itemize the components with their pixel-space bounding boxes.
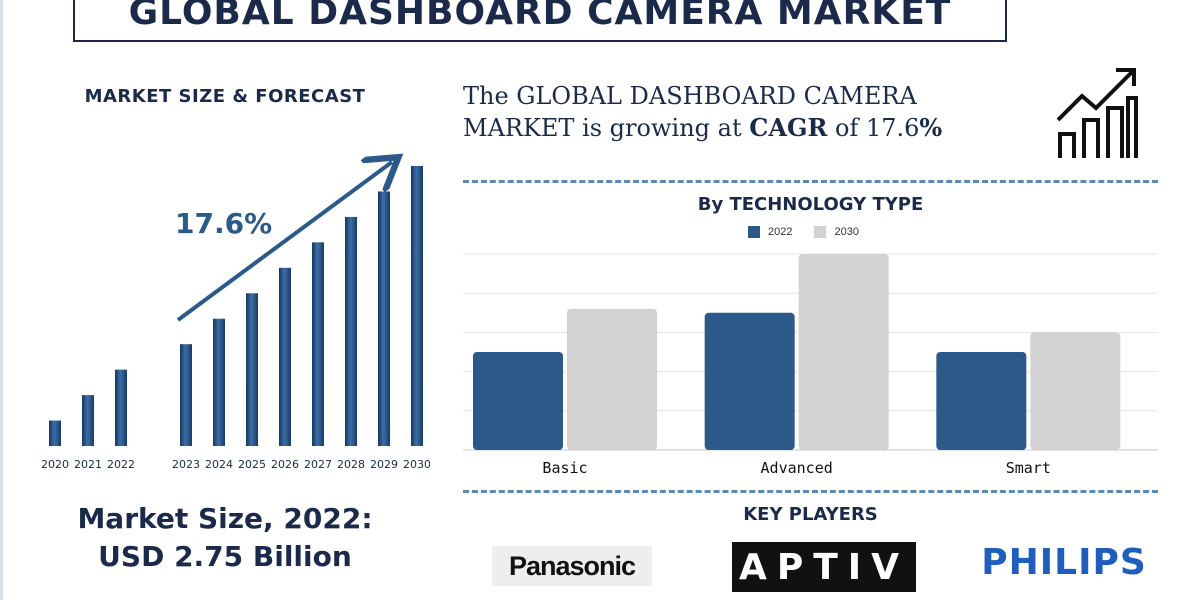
tech-tick-advanced: Advanced <box>761 459 833 477</box>
forecast-bar-2020 <box>49 420 61 446</box>
growth-text-cagr: CAGR <box>749 113 828 142</box>
growth-text-pct: % <box>919 113 943 142</box>
aptiv-logo: APTIV <box>732 542 916 592</box>
tech-bar-basic-2022 <box>473 352 563 450</box>
tech-bar-smart-2022 <box>936 352 1027 450</box>
forecast-tick-2021: 2021 <box>74 458 102 471</box>
technology-heading: By TECHNOLOGY TYPE <box>697 194 924 215</box>
forecast-tick-2027: 2027 <box>304 458 332 471</box>
forecast-tick-2026: 2026 <box>271 458 299 471</box>
page-title: GLOBAL DASHBOARD CAMERA MARKET <box>128 0 952 33</box>
tech-bar-advanced-2022 <box>704 312 795 450</box>
panasonic-logo: Panasonic <box>492 546 652 586</box>
section-divider <box>463 180 1158 183</box>
forecast-bar-2026 <box>279 267 291 446</box>
tech-bar-smart-2030 <box>1030 332 1121 450</box>
market-size-summary: Market Size, 2022: USD 2.75 Billion <box>25 500 425 576</box>
market-size-heading: MARKET SIZE & FORECAST <box>84 86 366 107</box>
legend-item-2030: 2030 <box>814 226 859 238</box>
forecast-tick-2030: 2030 <box>403 458 430 471</box>
growth-statement: The GLOBAL DASHBOARD CAMERA MARKET is gr… <box>463 80 1023 144</box>
technology-bar-chart: Basic Advanced Smart <box>463 253 1158 477</box>
forecast-bar-chart: 2020 2021 2022 2023 2024 2025 2026 2027 2028 2029… <box>41 150 430 471</box>
forecast-tick-2023: 2023 <box>172 458 200 471</box>
tech-bar-basic-2030 <box>567 308 657 450</box>
growth-text-part2: of 17.6 <box>827 114 920 142</box>
forecast-bar-2022 <box>115 369 127 446</box>
legend-label-2030: 2030 <box>834 226 859 238</box>
cagr-annotation: 17.6% <box>175 207 272 240</box>
forecast-tick-2020: 2020 <box>41 458 69 471</box>
left-edge-rule <box>0 0 3 600</box>
market-size-line2: USD 2.75 Billion <box>98 540 352 573</box>
section-divider-2 <box>463 490 1158 493</box>
title-banner: GLOBAL DASHBOARD CAMERA MARKET <box>73 0 1007 42</box>
forecast-tick-2022: 2022 <box>107 458 135 471</box>
legend-label-2022: 2022 <box>768 226 793 238</box>
forecast-tick-2024: 2024 <box>205 458 233 471</box>
forecast-bar-2029 <box>378 191 390 446</box>
legend-swatch-2022 <box>748 226 760 238</box>
forecast-bar-2024 <box>213 318 225 446</box>
forecast-bar-2021 <box>82 395 94 446</box>
forecast-bar-2023 <box>180 344 192 446</box>
forecast-tick-2025: 2025 <box>238 458 266 471</box>
philips-logo: PHILIPS <box>981 541 1147 583</box>
forecast-bar-2027 <box>312 242 324 446</box>
growth-text-part1: The GLOBAL DASHBOARD CAMERA MARKET is gr… <box>463 82 917 142</box>
forecast-bar-2025 <box>246 293 258 446</box>
legend-swatch-2030 <box>814 226 827 238</box>
key-players-heading: KEY PLAYERS <box>743 504 878 525</box>
forecast-bar-2030 <box>411 166 423 446</box>
chart-legend: 2022 2030 <box>748 226 881 238</box>
tech-tick-smart: Smart <box>1006 459 1051 477</box>
growth-chart-icon <box>1056 68 1138 158</box>
forecast-bar-2028 <box>345 216 357 446</box>
tech-tick-basic: Basic <box>542 459 587 477</box>
market-size-line1: Market Size, 2022: <box>77 502 373 535</box>
forecast-tick-2029: 2029 <box>370 458 398 471</box>
forecast-tick-2028: 2028 <box>337 458 365 471</box>
tech-bar-advanced-2030 <box>798 254 889 450</box>
legend-item-2022: 2022 <box>748 226 792 238</box>
growth-arrow <box>176 162 392 322</box>
